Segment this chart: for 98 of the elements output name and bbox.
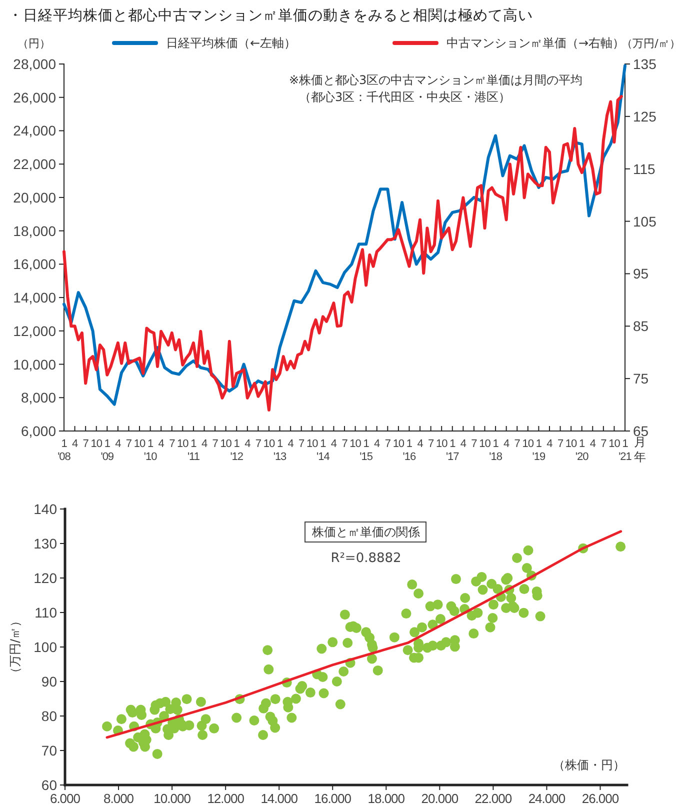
x-tick-label: 7 — [82, 438, 89, 450]
y-tick-label: 16,000 — [13, 256, 56, 272]
y-axis-title: （円） — [18, 37, 50, 50]
x-tick-label: 7 — [384, 438, 391, 450]
y-tick-label: 20,000 — [13, 189, 56, 206]
x-tick-label: 7 — [342, 438, 348, 450]
x-tick-label: 7 — [126, 438, 132, 450]
y-axis-title: （万円/㎡） — [8, 614, 22, 680]
y-tick-label: 8,000 — [20, 390, 56, 406]
x-tick-label: 10 — [134, 438, 146, 450]
x-tick-label: 10 — [350, 438, 362, 450]
x-tick-label: 7 — [212, 438, 218, 450]
x-tick-label: 7 — [169, 438, 176, 450]
x-tick-label: 7 — [557, 438, 564, 450]
x-tick-label: 7 — [600, 438, 607, 450]
y-tick-label: 10,000 — [13, 356, 56, 372]
x-tick-label: 10 — [522, 438, 534, 450]
y2-tick-label: 85 — [633, 318, 649, 334]
y2-tick-label: 135 — [633, 56, 657, 72]
x-tick-label: 20.000 — [421, 791, 458, 805]
y-tick-label: 70 — [41, 742, 58, 758]
x-tick-label: 10 — [306, 438, 318, 450]
y-tick-label: 60 — [41, 777, 58, 793]
y-tick-label: 130 — [34, 536, 58, 552]
y-tick-label: 18,000 — [13, 222, 56, 239]
y-tick-label: 90 — [41, 674, 58, 690]
x-tick-label: 7 — [298, 438, 305, 450]
y-tick-label: 120 — [34, 570, 58, 586]
x-tick-label: 4 — [201, 438, 208, 450]
x-tick-label: 1 '08 — [58, 438, 71, 464]
x-tick-label: 14.000 — [260, 791, 298, 805]
y-tick-label: 14,000 — [13, 290, 56, 306]
x-tick-label: 10 — [177, 438, 189, 450]
x-tick-label: 10 — [608, 438, 620, 450]
annotation: （都心3区：千代田区・中央区・港区） — [299, 90, 511, 104]
y2-tick-label: 115 — [633, 160, 656, 177]
x-tick-label: 4 — [115, 438, 122, 450]
y-tick-label: 110 — [34, 604, 58, 620]
x-tick-label: 7 — [428, 438, 434, 450]
y-tick-label: 26,000 — [13, 89, 56, 106]
x-tick-label: 10 — [436, 438, 448, 450]
x-tick-label: 4 — [417, 438, 424, 450]
x-tick-label: 4 — [288, 438, 294, 450]
x-tick-label: 1 '18 — [489, 438, 502, 464]
y-tick-label: 6,000 — [20, 423, 56, 439]
x-tick-label: 22.000 — [474, 791, 512, 805]
x-tick-label: 1 '21 — [618, 438, 632, 464]
x-tick-label: 26.000 — [582, 791, 619, 805]
x-tick-label: 24.000 — [528, 791, 566, 805]
x-tick-label: 10 — [392, 438, 404, 450]
x-tick-label: 6.000 — [50, 791, 80, 805]
y-tick-label: 28,000 — [13, 56, 56, 72]
x-tick-label: 4 — [546, 438, 553, 450]
x-tick-label: 4 — [374, 438, 380, 450]
x-tick-label: 18.000 — [368, 791, 405, 805]
x-tick-label: 7 — [471, 438, 478, 450]
x-tick-label: 16.000 — [314, 791, 352, 805]
x-tick-label: 4 — [72, 438, 78, 450]
x-tick-label: 7 — [514, 438, 520, 450]
x-tick-label: 1 '12 — [230, 438, 244, 464]
y-tick-label: 100 — [34, 639, 58, 655]
x-tick-label: 4 — [244, 438, 251, 450]
x-tick-label: 10 — [565, 438, 578, 450]
x-axis-title: （株価・円） — [553, 758, 625, 772]
x-tick-label: 1 '11 — [187, 438, 200, 464]
y2-tick-label: 105 — [633, 213, 657, 230]
y-tick-label: 24,000 — [13, 122, 56, 139]
x-tick-label: 10 — [479, 438, 491, 450]
x-tick-label: 4 — [504, 438, 510, 450]
x-axis-title: 月年 — [634, 435, 646, 464]
x-tick-label: 4 — [460, 438, 466, 450]
x-tick-label: 8.000 — [104, 791, 134, 805]
x-tick-label: 4 — [330, 438, 337, 450]
x-tick-label: 1 '16 — [402, 438, 416, 464]
x-tick-label: 1 '15 — [360, 438, 373, 464]
annotation: ※株価と都心3区の中古マンション㎡単価は月間の平均 — [289, 73, 583, 87]
y-tick-label: 80 — [41, 708, 58, 724]
annotation: 株価と㎡単価の関係 — [311, 525, 420, 539]
x-tick-label: 12.000 — [207, 791, 244, 805]
x-tick-label: 1 '19 — [532, 438, 546, 464]
x-tick-label: 10 — [220, 438, 232, 450]
x-tick-label: 4 — [590, 438, 596, 450]
x-tick-label: 1 '09 — [100, 438, 114, 464]
annotation: R²=0.8882 — [330, 551, 402, 566]
y-tick-label: 12,000 — [13, 322, 56, 339]
x-tick-label: 10.000 — [154, 791, 191, 805]
y-tick-label: 22,000 — [13, 156, 56, 172]
chart-title: ・日経平均株価と都心中古マンション㎡単価の動きをみると相関は極めて高い — [8, 7, 533, 24]
y2-tick-label: 75 — [633, 370, 649, 387]
legend-label: 日経平均株価（←左軸） — [166, 36, 296, 50]
x-tick-label: 10 — [263, 438, 275, 450]
x-tick-label: 10 — [90, 438, 102, 450]
y2-tick-label: 125 — [633, 108, 657, 124]
y-tick-label: 140 — [34, 501, 58, 517]
x-tick-label: 4 — [158, 438, 164, 450]
x-tick-label: 7 — [255, 438, 262, 450]
x-tick-label: 1 '14 — [316, 438, 330, 464]
y2-tick-label: 95 — [633, 266, 649, 282]
